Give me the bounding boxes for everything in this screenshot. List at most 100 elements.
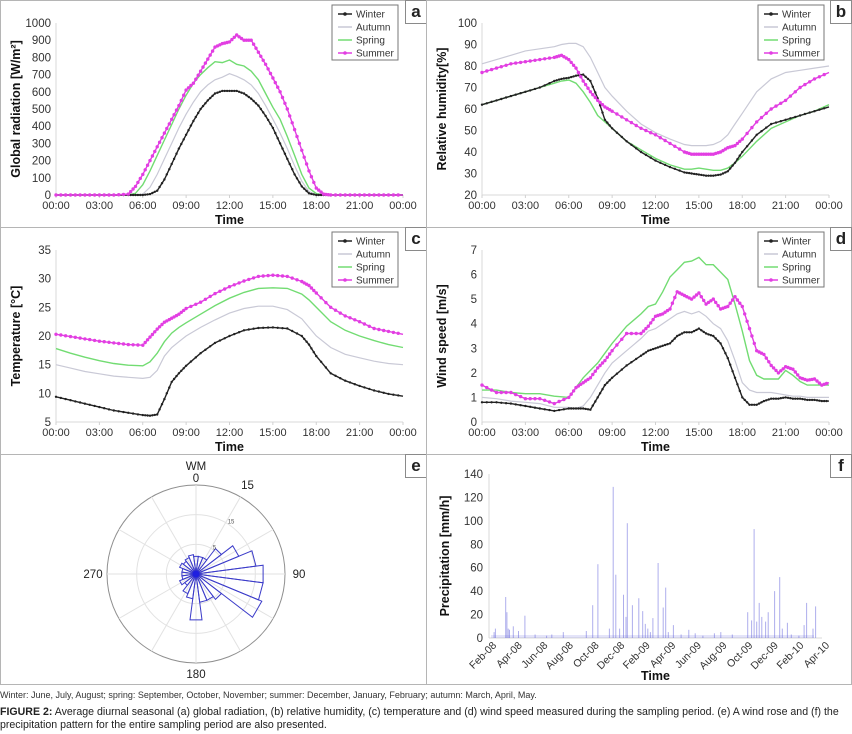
data-point-summer bbox=[518, 60, 523, 65]
data-point-summer bbox=[733, 143, 737, 148]
data-point-summer bbox=[196, 73, 200, 77]
data-point-summer bbox=[644, 326, 648, 331]
data-point-winter bbox=[228, 334, 231, 338]
panel-label-b: b bbox=[830, 0, 852, 24]
data-point-winter bbox=[490, 401, 493, 404]
y-tick-label: 100 bbox=[464, 516, 483, 528]
chart-temperature: 5 10 15 20 25 30 35 00:00 03:00 06:00 09:00 12:00 15… bbox=[9, 231, 417, 454]
data-point-summer bbox=[148, 158, 152, 163]
data-point-summer bbox=[319, 190, 323, 194]
data-point-winter bbox=[485, 102, 488, 105]
data-point-summer bbox=[567, 395, 571, 400]
data-point-summer bbox=[177, 103, 181, 108]
data-point-summer bbox=[518, 394, 523, 399]
data-point-summer bbox=[596, 98, 600, 103]
x-tick-label: Apr-10 bbox=[801, 640, 832, 671]
data-point-winter bbox=[334, 374, 337, 377]
data-point-summer bbox=[547, 56, 552, 60]
legend-label-autumn: Autumn bbox=[356, 23, 390, 34]
data-point-winter bbox=[721, 347, 725, 350]
data-point-winter bbox=[712, 174, 715, 177]
angle-label: 270 bbox=[83, 569, 102, 581]
data-point-summer bbox=[244, 38, 249, 42]
data-point-summer bbox=[603, 358, 607, 363]
data-point-winter bbox=[654, 159, 657, 162]
data-point-winter bbox=[148, 414, 152, 417]
y-tick-label: 120 bbox=[464, 492, 483, 504]
data-point-summer bbox=[254, 46, 258, 50]
data-point-summer bbox=[242, 279, 246, 283]
data-point-summer bbox=[543, 398, 547, 402]
legend-label-summer: Summer bbox=[782, 276, 820, 287]
data-point-summer bbox=[155, 145, 159, 149]
data-point-winter bbox=[312, 351, 315, 354]
x-tick-label: 03:00 bbox=[86, 427, 114, 439]
data-point-winter bbox=[209, 345, 212, 348]
data-point-winter bbox=[225, 89, 229, 93]
data-point-winter bbox=[806, 398, 809, 402]
data-point-winter bbox=[480, 401, 484, 404]
data-point-winter bbox=[392, 393, 395, 396]
data-point-summer bbox=[83, 193, 87, 197]
data-point-winter bbox=[78, 401, 82, 404]
data-point-winter bbox=[570, 407, 573, 410]
radial-tick-label: 15 bbox=[228, 520, 235, 526]
data-point-summer bbox=[283, 101, 287, 106]
data-point-summer bbox=[348, 193, 352, 197]
data-point-summer bbox=[309, 175, 314, 179]
data-point-summer bbox=[615, 112, 619, 116]
data-point-summer bbox=[641, 329, 646, 333]
data-point-summer bbox=[247, 38, 251, 42]
panel-f-precipitation: 0 20 40 60 80 100 120 140 Feb-08 Apr-08 Jun-08 Aug-… bbox=[426, 454, 852, 685]
data-point-winter bbox=[363, 386, 366, 389]
data-point-summer bbox=[735, 141, 740, 146]
data-point-summer bbox=[117, 341, 121, 346]
radial-tick-label: 5 bbox=[213, 545, 217, 551]
data-point-summer bbox=[714, 300, 718, 305]
data-point-winter bbox=[156, 413, 159, 416]
data-point-summer bbox=[745, 319, 749, 323]
data-point-summer bbox=[256, 274, 261, 279]
y-tick-label: 900 bbox=[32, 35, 51, 47]
data-point-winter bbox=[729, 363, 732, 366]
data-point-winter bbox=[760, 401, 763, 404]
data-point-winter bbox=[252, 99, 255, 103]
data-point-winter bbox=[245, 94, 248, 97]
data-point-winter bbox=[524, 404, 527, 408]
data-point-summer bbox=[203, 61, 208, 65]
data-point-winter bbox=[565, 77, 568, 80]
data-point-winter bbox=[54, 395, 58, 398]
data-point-summer bbox=[203, 297, 208, 301]
data-point-summer bbox=[92, 338, 97, 343]
data-point-winter bbox=[216, 91, 219, 94]
x-tick-label: 15:00 bbox=[259, 427, 287, 439]
data-point-winter bbox=[151, 414, 154, 417]
legend-label-winter: Winter bbox=[782, 237, 812, 248]
data-point-winter bbox=[103, 407, 106, 410]
data-point-winter bbox=[680, 332, 684, 335]
data-point-winter bbox=[204, 348, 207, 351]
x-tick-label: 15:00 bbox=[685, 200, 713, 212]
data-point-winter bbox=[298, 181, 301, 184]
data-point-summer bbox=[59, 193, 63, 197]
data-point-winter bbox=[199, 352, 202, 355]
data-point-winter bbox=[180, 142, 183, 146]
data-point-winter bbox=[654, 347, 657, 350]
data-point-winter bbox=[731, 164, 734, 167]
data-point-summer bbox=[218, 289, 222, 293]
data-point-winter bbox=[724, 352, 727, 355]
data-point-winter bbox=[165, 392, 168, 395]
data-point-summer bbox=[78, 336, 82, 340]
data-point-summer bbox=[523, 60, 528, 64]
data-point-winter bbox=[172, 157, 176, 161]
data-point-summer bbox=[569, 392, 573, 396]
data-point-summer bbox=[232, 35, 236, 39]
data-point-summer bbox=[88, 337, 92, 342]
data-point-summer bbox=[239, 36, 244, 41]
data-point-winter bbox=[315, 193, 318, 197]
data-point-summer bbox=[567, 57, 571, 62]
data-point-summer bbox=[333, 193, 338, 197]
data-point-winter bbox=[755, 133, 758, 136]
data-point-summer bbox=[117, 193, 121, 197]
x-tick-label: 00:00 bbox=[42, 427, 70, 439]
